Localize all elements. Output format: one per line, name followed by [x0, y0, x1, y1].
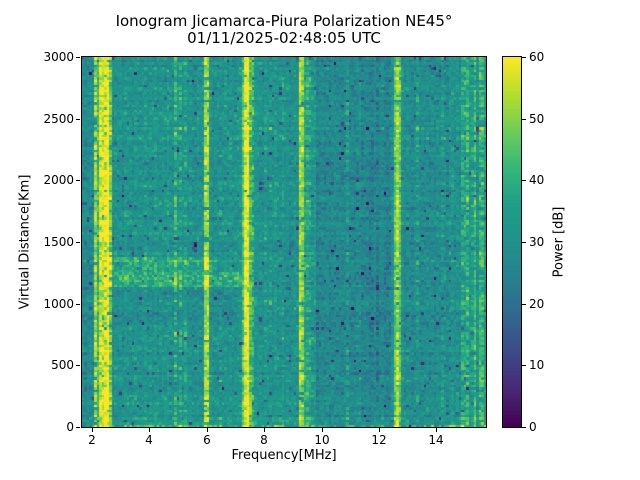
y-tick — [76, 57, 80, 58]
x-tick — [379, 428, 380, 432]
y-tick-label: 1500 — [43, 235, 74, 249]
y-tick-label: 1000 — [43, 297, 74, 311]
chart-title-block: Ionogram Jicamarca-Piura Polarization NE… — [82, 13, 486, 47]
x-tick-label: 14 — [428, 433, 444, 447]
colorbar-tick — [522, 242, 526, 243]
x-tick — [322, 428, 323, 432]
colorbar-tick-label: 0 — [529, 420, 537, 434]
x-tick-label: 12 — [371, 433, 387, 447]
y-tick-label: 500 — [51, 358, 74, 372]
y-tick-label: 0 — [66, 420, 74, 434]
x-tick — [436, 428, 437, 432]
y-tick — [76, 119, 80, 120]
colorbar-tick-label: 10 — [529, 358, 545, 372]
y-tick-label: 3000 — [43, 50, 74, 64]
x-axis-label: Frequency[MHz] — [231, 448, 337, 463]
colorbar-tick — [522, 180, 526, 181]
colorbar-tick — [522, 427, 526, 428]
chart-title: Ionogram Jicamarca-Piura Polarization NE… — [115, 12, 453, 30]
y-tick-label: 2500 — [43, 112, 74, 126]
y-tick — [76, 365, 80, 366]
colorbar-tick — [522, 304, 526, 305]
y-tick — [76, 180, 80, 181]
colorbar-tick-label: 50 — [529, 112, 545, 126]
colorbar-label: Power [dB] — [551, 206, 567, 278]
x-tick-label: 2 — [88, 433, 96, 447]
x-tick — [149, 428, 150, 432]
x-tick-label: 8 — [260, 433, 268, 447]
x-tick-label: 6 — [203, 433, 211, 447]
colorbar-tick-label: 60 — [529, 50, 545, 64]
colorbar-canvas — [503, 57, 521, 427]
colorbar-tick-label: 40 — [529, 173, 545, 187]
y-tick-label: 2000 — [43, 173, 74, 187]
colorbar-tick — [522, 365, 526, 366]
colorbar-tick — [522, 119, 526, 120]
colorbar-tick — [522, 57, 526, 58]
x-tick — [264, 428, 265, 432]
chart-subtitle: 01/11/2025-02:48:05 UTC — [187, 29, 381, 47]
colorbar — [502, 56, 522, 428]
heatmap-canvas — [82, 57, 486, 427]
x-tick — [92, 428, 93, 432]
x-tick-label: 10 — [314, 433, 330, 447]
y-tick — [76, 304, 80, 305]
x-tick-label: 4 — [145, 433, 153, 447]
colorbar-tick-label: 30 — [529, 235, 545, 249]
x-tick — [207, 428, 208, 432]
plot-frame — [81, 56, 487, 428]
y-tick — [76, 242, 80, 243]
y-tick — [76, 427, 80, 428]
colorbar-tick-label: 20 — [529, 297, 545, 311]
